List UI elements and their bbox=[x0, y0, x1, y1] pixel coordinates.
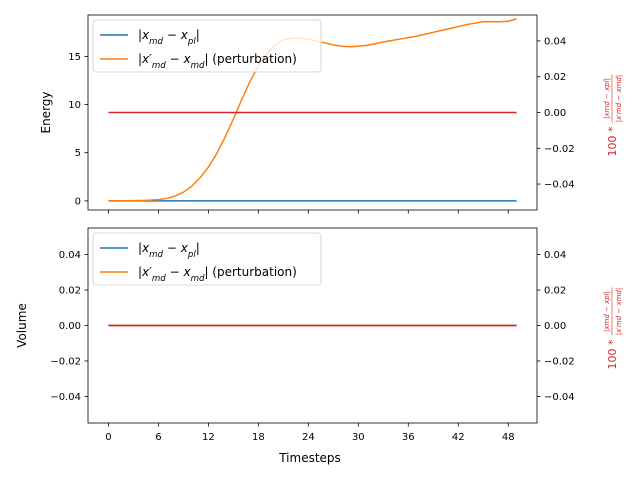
x-tick-label: 30 bbox=[352, 432, 365, 443]
x-tick-label: 24 bbox=[302, 432, 315, 443]
x-tick-label: 36 bbox=[402, 432, 415, 443]
legend-label: |xmd − xpl| bbox=[138, 241, 200, 260]
x-tick-label: 12 bbox=[202, 432, 215, 443]
y2-axis-label: 100 * |xmd − xpl| |x′md − xmd| bbox=[603, 287, 623, 370]
x-tick-label: 6 bbox=[155, 432, 161, 443]
y-axis-label: Energy bbox=[39, 91, 53, 133]
x-axis-label: Timesteps bbox=[278, 451, 341, 465]
y-tick-label: 0.04 bbox=[59, 250, 81, 261]
legend-box bbox=[92, 19, 322, 73]
chart-panel-1: 0 5 10 15 −0.04 −0.02 0.00 0.02 0.04 Energy 100 * |… bbox=[39, 14, 623, 214]
x-tick-label: 48 bbox=[502, 432, 515, 443]
y2-label-denominator: |x′md − xmd| bbox=[615, 288, 623, 335]
y2-tick-label: 0.04 bbox=[544, 36, 566, 47]
y2-tick-label: −0.02 bbox=[544, 144, 575, 155]
y-tick-label: −0.04 bbox=[50, 392, 81, 403]
legend-box bbox=[92, 232, 322, 286]
y2-label-factor: 100 * bbox=[606, 126, 619, 156]
y2-tick-label: 0.00 bbox=[544, 108, 566, 119]
x-tick-label: 18 bbox=[252, 432, 265, 443]
y2-label-numerator: |xmd − xpl| bbox=[603, 291, 611, 332]
x-tick-label: 0 bbox=[105, 432, 111, 443]
y-tick-label: 0.00 bbox=[59, 321, 81, 332]
y2-label-factor: 100 * bbox=[606, 339, 619, 369]
y-tick-label: 0.02 bbox=[59, 286, 81, 297]
y2-label-numerator: |xmd − xpl| bbox=[603, 78, 611, 119]
legend-label: |x′md − xmd| (perturbation) bbox=[138, 265, 297, 284]
y2-axis-label: 100 * |xmd − xpl| |x′md − xmd| bbox=[603, 74, 623, 157]
y-tick-label: 0 bbox=[75, 196, 81, 207]
y-tick-label: −0.02 bbox=[50, 356, 81, 367]
y2-tick-label: −0.02 bbox=[544, 356, 575, 367]
y2-tick-label: 0.02 bbox=[544, 286, 566, 297]
y-tick-label: 5 bbox=[75, 148, 81, 159]
legend-label: |x′md − xmd| (perturbation) bbox=[138, 52, 297, 71]
legend-label: |xmd − xpl| bbox=[138, 28, 200, 47]
y2-tick-label: −0.04 bbox=[544, 392, 575, 403]
y2-tick-label: 0.00 bbox=[544, 321, 566, 332]
y-tick-label: 15 bbox=[68, 52, 81, 63]
y2-label-denominator: |x′md − xmd| bbox=[615, 75, 623, 122]
chart-panel-2: 0 6 12 18 24 30 36 42 48 −0.04 −0.02 0.00 0.02 0.04 −0… bbox=[15, 227, 623, 443]
y-tick-label: 10 bbox=[68, 100, 81, 111]
y2-tick-label: 0.02 bbox=[544, 72, 566, 83]
y2-tick-label: −0.04 bbox=[544, 180, 575, 191]
x-tick-label: 42 bbox=[452, 432, 465, 443]
y-axis-label: Volume bbox=[15, 303, 29, 348]
y2-tick-label: 0.04 bbox=[544, 250, 566, 261]
